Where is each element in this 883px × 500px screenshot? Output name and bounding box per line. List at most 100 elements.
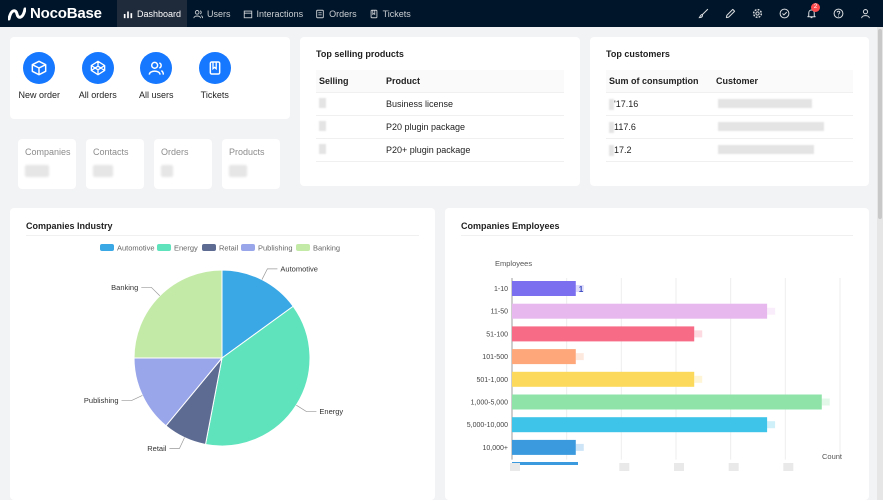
legend-item-automotive[interactable]: Automotive: [100, 244, 155, 253]
pie-slice-energy[interactable]: [204, 305, 311, 447]
column-header-product[interactable]: Product: [386, 76, 421, 86]
industry-pie-chart: Automotive Energy Retail Publishing Banking A…: [84, 244, 344, 453]
user-button[interactable]: [852, 0, 879, 27]
bar-10005000[interactable]: [512, 394, 822, 410]
x-tick-redacted: [783, 463, 794, 471]
stat-card-products[interactable]: Products: [222, 139, 280, 189]
pie-slice-publishing[interactable]: [133, 357, 224, 427]
action-new-order[interactable]: New order: [10, 52, 69, 119]
stat-title: Contacts: [93, 147, 129, 157]
sum-prefix-redacted: [609, 98, 614, 110]
selling-value-redacted: [319, 98, 326, 108]
customer-cell: [713, 98, 853, 110]
paintbrush-button[interactable]: [690, 0, 717, 27]
bar-10000+[interactable]: [512, 439, 576, 455]
pie-label-leader: [169, 437, 185, 449]
nav-item-tickets[interactable]: Tickets: [363, 0, 417, 27]
nav-item-dashboard[interactable]: Dashboard: [117, 0, 188, 27]
edit-pencil-icon: [725, 8, 736, 19]
nav-item-interactions[interactable]: Interactions: [237, 0, 310, 27]
bar-value-label: 1: [579, 285, 584, 294]
scrollbar-thumb[interactable]: [878, 29, 882, 219]
stat-value-redacted: [229, 165, 247, 177]
legend-swatch: [100, 244, 114, 251]
sum-prefix-redacted: [609, 144, 614, 156]
top-selling-products-title: Top selling products: [316, 49, 404, 59]
top-selling-products-card: Top selling products Selling Product Bus…: [300, 37, 580, 186]
legend-swatch: [202, 244, 216, 251]
gear-icon: [752, 8, 763, 19]
category-tick-label: 501-1,000: [476, 377, 508, 384]
pie-slice-banking[interactable]: [133, 269, 223, 359]
nav-item-label: Interactions: [256, 8, 304, 19]
table-row[interactable]: '17.16: [606, 93, 853, 116]
table-header: Selling Product: [316, 70, 564, 93]
pie-label-leader: [296, 404, 317, 412]
edit-pencil-button[interactable]: [717, 0, 744, 27]
x-axis-scroll-indicator[interactable]: [512, 462, 578, 465]
table-row[interactable]: Business license: [316, 93, 564, 116]
action-icon-circle[interactable]: [198, 52, 231, 84]
bell-button[interactable]: 2: [798, 0, 825, 27]
sum-cell: 17.2: [606, 144, 713, 156]
nav-item-orders[interactable]: Orders: [309, 0, 363, 27]
x-tick-redacted: [510, 463, 520, 471]
action-icon-circle[interactable]: [81, 52, 114, 84]
stat-card-orders[interactable]: Orders: [154, 139, 212, 189]
category-tick-label: 1-10: [494, 286, 508, 293]
pie-slice-automotive[interactable]: [221, 269, 294, 359]
table-row[interactable]: P20 plugin package: [316, 116, 564, 139]
pie-label-retail: Retail: [147, 444, 167, 453]
table-row[interactable]: 117.6: [606, 116, 853, 139]
column-header-sum[interactable]: Sum of consumption: [609, 76, 699, 86]
table-row[interactable]: P20+ plugin package: [316, 139, 564, 162]
product-cell: P20+ plugin package: [386, 145, 471, 155]
selling-cell: [316, 98, 383, 110]
category-tick-label: 10,000+: [483, 445, 509, 452]
bar-110[interactable]: [512, 281, 576, 296]
action-tickets[interactable]: Tickets: [186, 52, 245, 119]
companies-employees-card: Companies Employees Employees 1-10 1 11-50 5…: [445, 208, 869, 500]
brand-logo[interactable]: NocoBase: [0, 0, 117, 27]
nav-item-users[interactable]: Users: [187, 0, 237, 27]
top-customers-title: Top customers: [606, 49, 670, 59]
legend-item-retail[interactable]: Retail: [202, 244, 239, 253]
stat-value-redacted: [161, 165, 173, 177]
table-row[interactable]: 17.2: [606, 139, 853, 162]
user-icon: [861, 9, 870, 19]
stat-card-companies[interactable]: Companies: [18, 139, 76, 189]
gear-button[interactable]: [744, 0, 771, 27]
action-all-users[interactable]: All users: [127, 52, 186, 119]
legend-label: Retail: [219, 244, 239, 253]
nav-item-label: Tickets: [382, 8, 411, 19]
legend-label: Publishing: [258, 244, 293, 253]
column-header-customer[interactable]: Customer: [716, 76, 759, 86]
check-circle-button[interactable]: [771, 0, 798, 27]
page-scrollbar[interactable]: [877, 27, 883, 500]
bar-shadow: [821, 398, 830, 406]
column-header-selling[interactable]: Selling: [319, 76, 349, 86]
bar-51100[interactable]: [512, 326, 695, 342]
help-button[interactable]: [825, 0, 852, 27]
x-tick-redacted: [728, 463, 739, 471]
customer-cell: [713, 121, 853, 133]
bar-1150[interactable]: [512, 303, 768, 319]
product-cell: Business license: [386, 99, 454, 109]
bar-5011000[interactable]: [512, 371, 695, 387]
chart-title: Companies Industry: [26, 221, 113, 231]
stat-card-contacts[interactable]: Contacts: [86, 139, 144, 189]
bar-101500[interactable]: [512, 349, 576, 365]
bar-chart-icon: [123, 11, 133, 18]
legend-item-energy[interactable]: Energy: [157, 244, 198, 253]
legend-item-banking[interactable]: Banking: [296, 244, 340, 253]
action-icon-circle[interactable]: [140, 52, 173, 84]
action-icon-circle[interactable]: [23, 52, 56, 84]
x-axis-label: Count: [822, 452, 843, 461]
bar-500010000[interactable]: [512, 417, 768, 433]
bar-shadow: [694, 375, 703, 383]
sum-value: '17.16: [614, 99, 639, 109]
action-all-orders[interactable]: All orders: [69, 52, 128, 119]
sum-value: 17.2: [614, 145, 632, 155]
brand-name: NocoBase: [30, 5, 102, 22]
legend-item-publishing[interactable]: Publishing: [241, 244, 293, 253]
